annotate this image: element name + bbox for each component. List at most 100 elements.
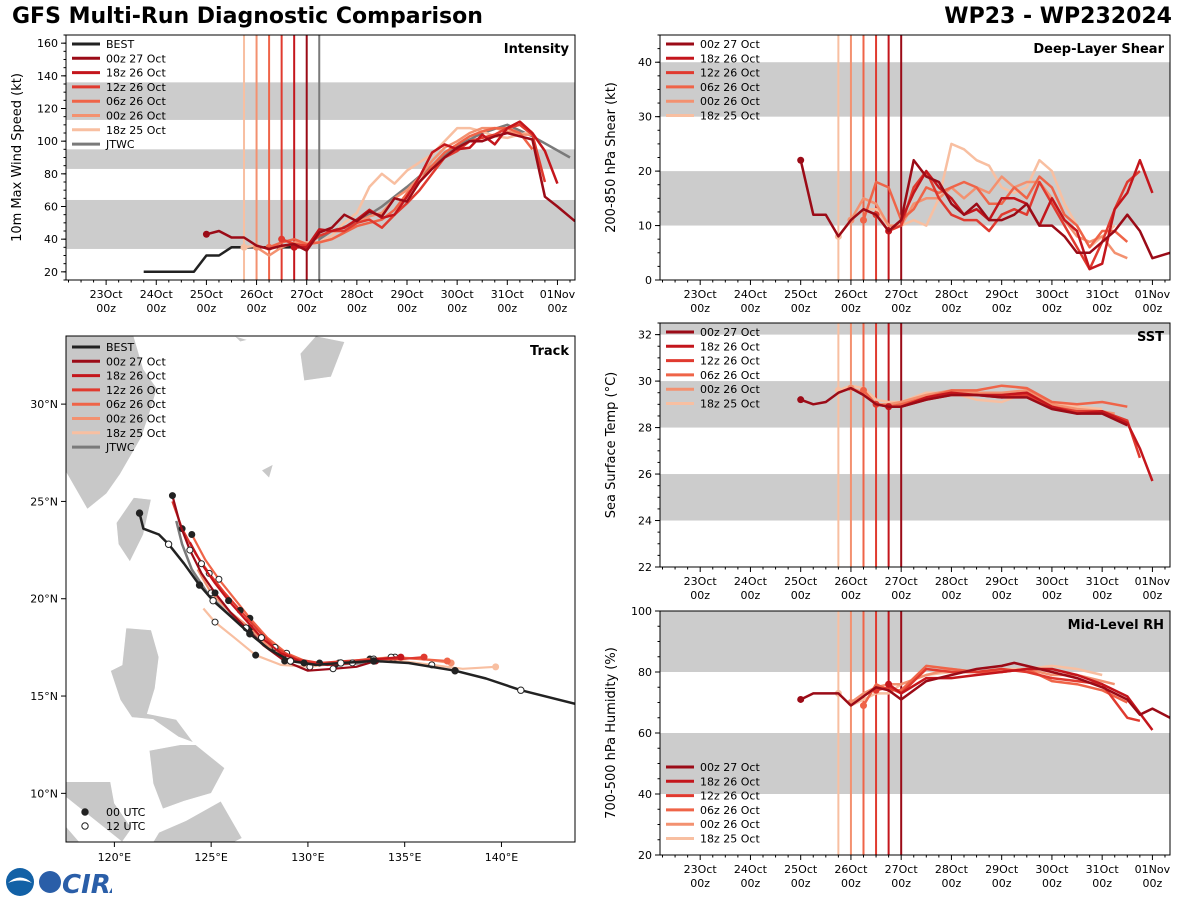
rh-xtick-hour: 00z	[741, 877, 761, 890]
track-panel: 120°E 125°E 130°E 135°E 140°E 10°N 15°N 20°N 25°…	[30, 335, 576, 864]
sst-ytick-label: 24	[638, 515, 652, 528]
shear-xtick-date: 01Nov	[1135, 288, 1171, 301]
intensity-legend-label: 12z 26 Oct	[106, 81, 166, 94]
intensity-legend-label: 00z 27 Oct	[106, 52, 166, 65]
sst-shaded-band	[660, 474, 1170, 521]
forecast-position-marker	[168, 492, 176, 500]
rh-xtick-hour: 00z	[841, 877, 861, 890]
track-marker-legend-label: 12 UTC	[106, 820, 146, 833]
shear-ytick-label: 40	[638, 56, 652, 69]
sst-xtick-date: 28Oct	[935, 575, 969, 588]
rh-legend-label: 12z 26 Oct	[700, 790, 760, 803]
intensity-legend-label: 18z 26 Oct	[106, 67, 166, 80]
sst-frame	[659, 322, 1171, 568]
sst-xtick-hour: 00z	[690, 589, 710, 602]
sst-xtick-date: 24Oct	[734, 575, 768, 588]
track-legend-label: BEST	[106, 341, 134, 354]
intensity-legend-label: BEST	[106, 38, 134, 51]
rh-xtick-date: 25Oct	[784, 863, 818, 876]
best-track-position-marker	[246, 630, 254, 638]
sst-panel-title: SST	[1137, 330, 1164, 345]
luzon-landmass	[110, 627, 195, 744]
intensity-legend-label: 18z 25 Oct	[106, 124, 166, 137]
intensity-ytick-label: 140	[37, 70, 58, 83]
intensity-ylabel: 10m Max Wind Speed (kt)	[10, 73, 25, 242]
best-track-position-marker	[517, 686, 525, 694]
shear-xtick-hour: 00z	[1092, 302, 1112, 315]
shear-xtick-hour: 00z	[942, 302, 962, 315]
sst-series-init-marker	[797, 396, 805, 404]
shear-xtick-date: 29Oct	[985, 288, 1019, 301]
track-ytick-label: 30°N	[30, 398, 58, 411]
intensity-xtick-hour: 00z	[347, 302, 367, 315]
sst-xtick-date: 26Oct	[834, 575, 868, 588]
forecast-position-marker	[211, 589, 219, 597]
intensity-ytick-label: 100	[37, 135, 58, 148]
best-track-position-marker	[451, 667, 459, 675]
rh-xtick-hour: 00z	[1143, 877, 1163, 890]
sst-ylabel: Sea Surface Temp (°C)	[604, 372, 619, 519]
intensity-xtick-date: 27Oct	[290, 288, 324, 301]
sst-xtick-date: 31Oct	[1086, 575, 1120, 588]
sst-ytick-label: 28	[638, 422, 652, 435]
intensity-xtick-date: 30Oct	[441, 288, 475, 301]
intensity-xtick-hour: 00z	[548, 302, 568, 315]
intensity-legend-label: 00z 26 Oct	[106, 110, 166, 123]
shear-xtick-hour: 00z	[992, 302, 1012, 315]
intensity-xtick-date: 24Oct	[140, 288, 174, 301]
intensity-xtick-hour: 00z	[297, 302, 317, 315]
sst-xtick-hour: 00z	[992, 589, 1012, 602]
shear-xtick-date: 27Oct	[885, 288, 919, 301]
storm-id-title: WP23 - WP232024	[944, 4, 1172, 29]
rh-xtick-date: 23Oct	[684, 863, 718, 876]
sst-shaded-band	[660, 323, 1170, 335]
shear-xtick-date: 30Oct	[1035, 288, 1069, 301]
intensity-series-init-marker	[278, 235, 286, 243]
borneo-landmass	[66, 825, 80, 842]
rh-panel: 2040608010023Oct00z24Oct00z25Oct00z26Oct…	[604, 605, 1171, 890]
forecast-position-marker	[252, 651, 260, 659]
forecast-position-marker	[329, 665, 337, 673]
intensity-ytick-label: 120	[37, 103, 58, 116]
best-track-position-marker	[135, 509, 144, 517]
track-frame	[65, 335, 576, 843]
shear-xtick-date: 26Oct	[834, 288, 868, 301]
forecast-position-marker	[186, 546, 194, 554]
rh-series-init-marker	[885, 680, 893, 688]
sst-xtick-date: 01Nov	[1135, 575, 1171, 588]
rh-xtick-date: 24Oct	[734, 863, 768, 876]
sst-xtick-hour: 00z	[1092, 589, 1112, 602]
track-xtick-label: 140°E	[485, 851, 518, 864]
shear-xtick-hour: 00z	[891, 302, 911, 315]
shear-xtick-date: 25Oct	[784, 288, 818, 301]
intensity-ytick-label: 80	[44, 168, 58, 181]
intensity-series-init-marker	[240, 243, 248, 251]
shear-shaded-band	[660, 62, 1170, 117]
rh-xtick-hour: 00z	[891, 877, 911, 890]
sst-series-line	[800, 386, 1128, 427]
rh-panel-title: Mid-Level RH	[1068, 618, 1164, 633]
rh-xtick-hour: 00z	[942, 877, 962, 890]
shear-legend-label: 12z 26 Oct	[700, 67, 760, 80]
intensity-xtick-date: 28Oct	[340, 288, 374, 301]
shear-series-group	[797, 142, 1170, 271]
sst-ytick-label: 26	[638, 468, 652, 481]
intensity-ytick-label: 160	[37, 37, 58, 50]
figure-title: GFS Multi-Run Diagnostic Comparison	[12, 4, 483, 29]
track-ytick-label: 20°N	[30, 593, 58, 606]
rh-xtick-date: 28Oct	[935, 863, 969, 876]
track-xtick-label: 130°E	[291, 851, 324, 864]
sst-xtick-hour: 00z	[942, 589, 962, 602]
rh-series-line	[800, 661, 1170, 719]
rh-shaded-band	[660, 733, 1170, 794]
sst-xtick-hour: 00z	[1042, 589, 1062, 602]
best-track-line	[138, 512, 575, 706]
track-lines	[135, 492, 575, 706]
intensity-shaded-band	[66, 82, 575, 120]
intensity-xtick-date: 26Oct	[240, 288, 274, 301]
rh-xtick-hour: 00z	[1092, 877, 1112, 890]
shear-xtick-hour: 00z	[690, 302, 710, 315]
rh-ytick-label: 100	[631, 605, 652, 618]
